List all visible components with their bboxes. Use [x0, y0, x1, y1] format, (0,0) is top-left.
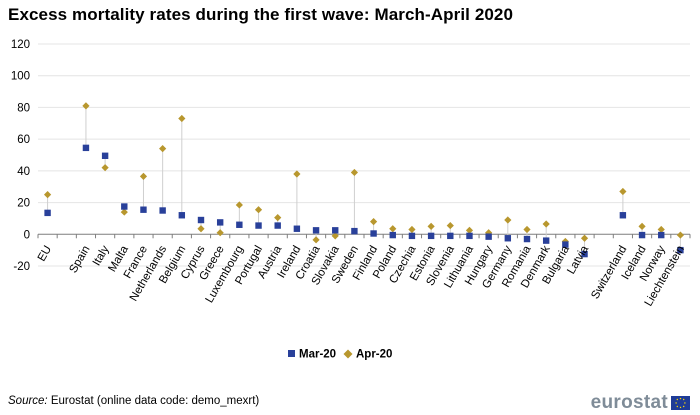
mar-20-point	[677, 246, 684, 254]
mar-20-point	[236, 221, 243, 228]
mar-20-point	[638, 231, 646, 239]
mar-20-point	[44, 209, 51, 217]
mar-20-point	[504, 235, 512, 242]
mar-20-point	[447, 232, 454, 240]
mar-20-point	[466, 232, 473, 240]
apr-20-point	[465, 226, 474, 234]
mar-20-point	[408, 232, 416, 240]
source-text: Eurostat (online data code: demo_mexrt)	[47, 395, 260, 407]
legend-label: Apr-20	[356, 349, 392, 361]
mar-20-point	[216, 219, 224, 226]
apr-20-point	[657, 225, 665, 234]
legend-square-icon	[288, 350, 295, 357]
y-tick-label: 120	[11, 39, 30, 51]
logo-text: eurostat	[590, 392, 668, 413]
apr-20-point	[254, 206, 263, 214]
legend-item-mar-20: Mar-20	[288, 349, 336, 361]
mar-20-point	[255, 222, 262, 229]
mar-20-point	[197, 216, 205, 224]
mar-20-point	[312, 227, 320, 234]
apr-20-point	[101, 164, 109, 172]
mar-20-point	[619, 212, 627, 219]
mar-20-point	[427, 232, 435, 240]
apr-20-point	[542, 220, 550, 228]
x-tick-label: EU	[36, 244, 54, 264]
mar-20-point	[140, 206, 147, 213]
mar-20-point	[82, 144, 90, 152]
apr-20-point	[638, 222, 646, 230]
apr-20-point	[331, 232, 339, 240]
mar-20-point	[389, 231, 396, 239]
apr-20-point	[159, 145, 167, 153]
apr-20-point	[82, 102, 90, 110]
mar-20-point	[562, 241, 569, 248]
eurostat-logo[interactable]: eurostat	[591, 392, 690, 414]
mar-20-point	[485, 233, 492, 240]
source-label: Source:	[8, 395, 48, 407]
chart-title: Excess mortality rates during the first …	[8, 5, 514, 24]
y-tick-label: 100	[11, 71, 30, 83]
mar-20-point	[581, 250, 588, 258]
apr-20-point	[216, 229, 224, 237]
legend-diamond-icon	[343, 349, 353, 359]
apr-20-point	[350, 168, 359, 177]
apr-20-point	[389, 225, 397, 233]
mar-20-point	[159, 207, 166, 214]
mar-20-point	[178, 212, 186, 219]
apr-20-point	[580, 234, 589, 242]
apr-20-point	[197, 225, 205, 233]
apr-20-point	[485, 229, 493, 237]
apr-20-point	[293, 170, 301, 178]
y-tick-label: 20	[17, 198, 30, 210]
y-tick-label: 60	[17, 134, 30, 146]
mar-20-point	[293, 225, 301, 232]
source-note: Source: Eurostat (online data code: demo…	[8, 395, 259, 407]
mar-20-point	[370, 230, 377, 237]
apr-20-point	[43, 191, 52, 199]
apr-20-point	[446, 221, 454, 230]
apr-20-point	[676, 231, 685, 239]
apr-20-point	[619, 187, 627, 196]
apr-20-point	[427, 222, 435, 230]
apr-20-point	[120, 208, 128, 216]
y-tick-label: 40	[17, 166, 30, 178]
eu-flag-icon	[671, 396, 690, 410]
y-tick-label: 0	[24, 229, 30, 241]
mar-20-point	[523, 235, 531, 243]
x-tick-label: Spain	[67, 244, 92, 275]
apr-20-point	[139, 172, 148, 181]
y-tick-label: -20	[13, 261, 30, 273]
mar-20-point	[121, 203, 128, 210]
mar-20-point	[542, 237, 550, 244]
apr-20-point	[523, 225, 531, 234]
apr-20-point	[178, 114, 186, 123]
apr-20-point	[369, 218, 378, 226]
apr-20-point	[235, 201, 243, 209]
legend-item-apr-20: Apr-20	[343, 349, 392, 361]
mar-20-point	[274, 222, 281, 229]
mar-20-point	[332, 227, 339, 234]
legend-label: Mar-20	[299, 349, 336, 361]
x-tick-label: Latvia	[565, 243, 591, 276]
apr-20-point	[408, 225, 416, 234]
y-tick-label: 80	[17, 102, 30, 114]
apr-20-point	[504, 216, 512, 224]
mar-20-point	[658, 231, 665, 239]
mar-20-point	[101, 152, 109, 159]
mar-20-point	[351, 227, 358, 235]
apr-20-point	[274, 214, 282, 222]
apr-20-point	[312, 236, 320, 244]
